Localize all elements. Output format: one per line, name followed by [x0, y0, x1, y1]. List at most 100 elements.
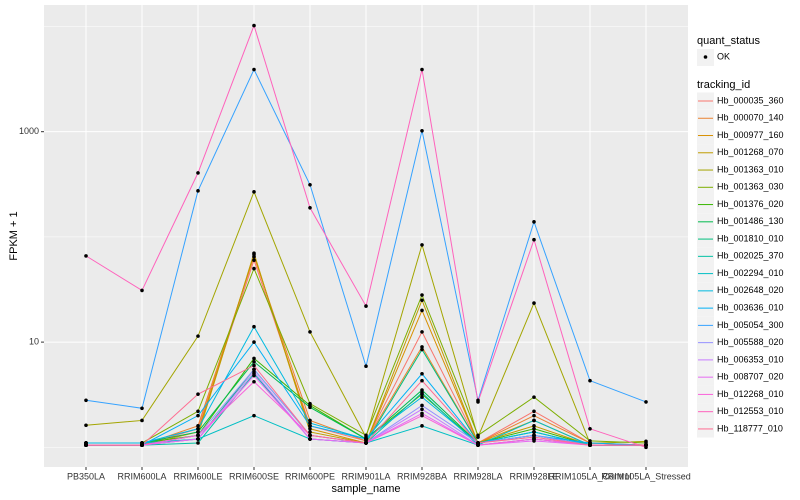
- data-point: [532, 220, 536, 224]
- data-point: [364, 304, 368, 308]
- data-point: [476, 400, 480, 404]
- data-point: [588, 426, 592, 431]
- legend-label: Hb_118777_010: [717, 423, 783, 433]
- legend-label: Hb_005054_300: [717, 320, 784, 330]
- x-tick-label: RRIM928LA: [453, 471, 502, 481]
- data-point: [196, 409, 200, 414]
- data-point: [532, 424, 536, 428]
- data-point: [252, 413, 256, 418]
- data-point: [420, 243, 424, 247]
- x-tick-label: RRIM600SE: [229, 471, 279, 481]
- legend-label: Hb_001363_030: [717, 182, 784, 192]
- data-point: [252, 373, 256, 378]
- data-point: [252, 359, 256, 364]
- data-point: [532, 413, 536, 418]
- data-point: [84, 443, 88, 447]
- x-tick-label: RRIM105LA_Control: [548, 471, 631, 481]
- data-point: [140, 418, 144, 423]
- data-point: [196, 171, 200, 175]
- data-point: [420, 388, 424, 392]
- data-point: [420, 390, 424, 395]
- data-point: [420, 395, 424, 399]
- legend-label: Hb_000035_360: [717, 95, 784, 105]
- data-point: [196, 437, 200, 441]
- data-point: [140, 443, 144, 447]
- shape-legend-title: quant_status: [697, 35, 760, 47]
- x-tick-label: PB350LA: [67, 471, 105, 481]
- data-point: [252, 67, 256, 72]
- data-point: [308, 437, 312, 441]
- legend-label: Hb_001363_010: [717, 164, 784, 174]
- data-point: [420, 293, 424, 297]
- legend-title: tracking_id: [697, 79, 750, 91]
- x-tick-label: RRIM600PE: [285, 471, 335, 481]
- data-point: [196, 433, 200, 438]
- data-point: [308, 433, 312, 438]
- data-point: [84, 254, 88, 258]
- data-point: [252, 370, 256, 374]
- data-point: [252, 356, 256, 361]
- x-tick-label: RRIM600LE: [173, 471, 222, 481]
- legend-label: Hb_012268_010: [717, 389, 784, 399]
- data-point: [252, 363, 256, 368]
- x-tick-label: RRIM105LA_Stressed: [601, 471, 691, 481]
- data-point: [308, 430, 312, 434]
- data-point: [196, 424, 200, 428]
- data-point: [364, 433, 368, 438]
- legend-label: Hb_002025_370: [717, 251, 784, 261]
- data-point: [532, 395, 536, 399]
- legend-label: Hb_001268_070: [717, 147, 784, 157]
- legend-symbol: [703, 55, 708, 59]
- data-point: [364, 441, 368, 445]
- data-point: [532, 418, 536, 423]
- data-point: [84, 398, 88, 403]
- data-point: [308, 182, 312, 187]
- data-point: [420, 345, 424, 349]
- data-point: [364, 437, 368, 441]
- data-point: [252, 340, 256, 344]
- data-point: [532, 409, 536, 414]
- legend-label: Hb_005588_020: [717, 337, 784, 347]
- data-point: [532, 301, 536, 305]
- data-point: [308, 206, 312, 210]
- data-point: [308, 418, 312, 423]
- data-point: [308, 330, 312, 334]
- x-tick-label: RRIM600LA: [117, 471, 166, 481]
- data-point: [252, 23, 256, 28]
- data-point: [196, 413, 200, 418]
- legend-label: OK: [717, 51, 730, 61]
- data-point: [420, 67, 424, 72]
- data-point: [196, 441, 200, 445]
- legend-label: Hb_008707_020: [717, 372, 784, 382]
- y-tick-label: 10: [29, 336, 39, 346]
- data-point: [532, 430, 536, 434]
- data-point: [308, 424, 312, 428]
- data-point: [196, 430, 200, 434]
- data-point: [140, 288, 144, 293]
- data-point: [252, 190, 256, 194]
- data-point: [532, 237, 536, 242]
- data-point: [420, 413, 424, 418]
- data-point: [644, 400, 648, 404]
- data-point: [308, 426, 312, 431]
- data-point: [196, 426, 200, 431]
- data-point: [420, 330, 424, 334]
- data-point: [588, 378, 592, 383]
- data-point: [252, 258, 256, 263]
- data-point: [308, 405, 312, 410]
- y-axis-label: FPKM + 1: [8, 211, 20, 260]
- x-axis-label: sample_name: [331, 483, 400, 495]
- data-point: [420, 371, 424, 376]
- data-point: [420, 308, 424, 313]
- data-point: [196, 392, 200, 396]
- y-tick-label: 1000: [19, 126, 39, 136]
- legend-label: Hb_002294_010: [717, 268, 784, 278]
- data-point: [252, 367, 256, 372]
- legend-label: Hb_001810_010: [717, 233, 784, 243]
- data-point: [476, 441, 480, 445]
- data-point: [476, 433, 480, 438]
- legend-label: Hb_001486_130: [717, 216, 784, 226]
- data-point: [364, 364, 368, 369]
- data-point: [420, 403, 424, 408]
